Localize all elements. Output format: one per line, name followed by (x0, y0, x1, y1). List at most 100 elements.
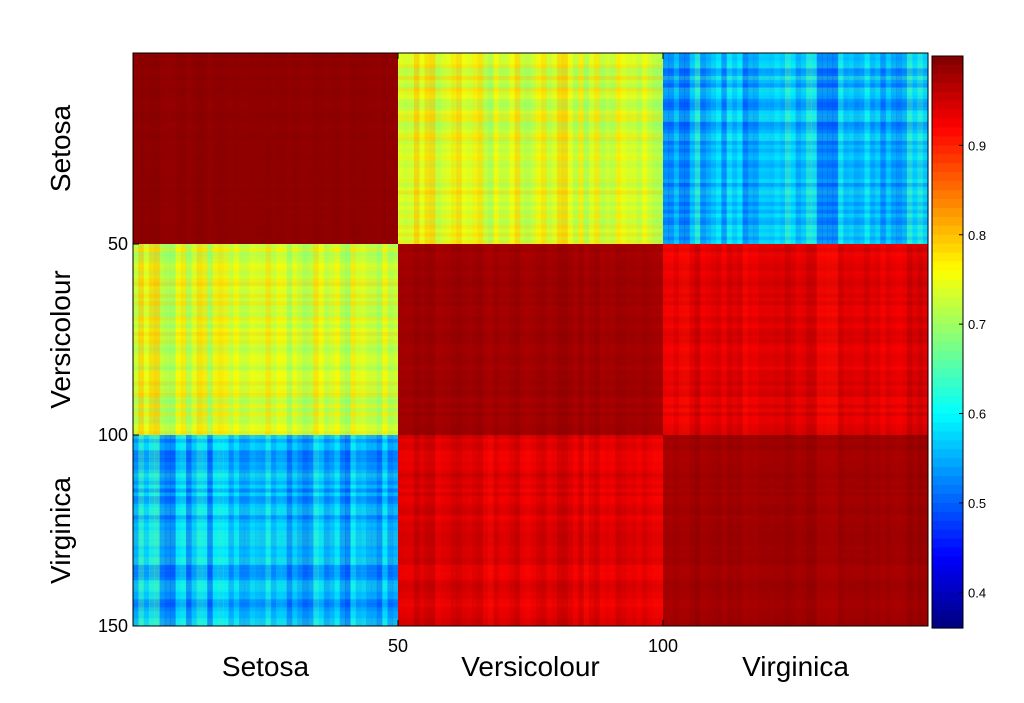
heatmap-row-stripe (398, 91, 664, 96)
colorbar-segment (932, 315, 963, 325)
heatmap-col-stripe (859, 244, 865, 436)
heatmap-col-stripe (180, 53, 187, 245)
heatmap-col-stripe (557, 244, 563, 436)
heatmap-row-stripe (398, 580, 664, 585)
heatmap-row-stripe (133, 335, 399, 340)
heatmap-row-stripe (398, 412, 664, 417)
heatmap-col-stripe (541, 244, 547, 436)
heatmap-col-stripe (588, 53, 595, 245)
heatmap-row-stripe (133, 263, 399, 268)
heatmap-row-stripe (663, 385, 929, 390)
heatmap-col-stripe (345, 244, 351, 436)
heatmap-col-stripe (154, 435, 160, 627)
heatmap-col-stripe (376, 435, 383, 627)
heatmap-col-stripe (345, 435, 351, 627)
colorbar-segment (932, 306, 963, 316)
heatmap-col-stripe (323, 53, 330, 245)
heatmap-row-stripe (133, 614, 399, 619)
heatmap-row-stripe (663, 297, 929, 302)
colorbar-segment (932, 261, 963, 272)
heatmap-row-stripe (133, 511, 399, 516)
heatmap-col-stripe (382, 244, 388, 436)
heatmap-row-stripe (398, 454, 664, 459)
heatmap-col-stripe (519, 244, 526, 436)
heatmap-col-stripe (535, 435, 542, 627)
heatmap-row-stripe (398, 526, 664, 531)
heatmap-row-stripe (133, 331, 399, 337)
heatmap-row-stripe (398, 354, 664, 360)
heatmap-row-stripe (133, 606, 399, 612)
heatmap-col-stripe (673, 435, 680, 627)
heatmap-col-stripe (731, 53, 738, 245)
heatmap-row-stripe (663, 572, 929, 577)
heatmap-row-stripe (398, 541, 664, 547)
heatmap-row-stripe (133, 419, 399, 425)
heatmap-row-stripe (133, 60, 399, 65)
heatmap-col-stripe (869, 244, 876, 436)
heatmap-col-stripe (456, 244, 463, 436)
heatmap-col-stripe (853, 244, 860, 436)
heatmap-col-stripe (816, 435, 823, 627)
heatmap-row-stripe (663, 270, 929, 276)
heatmap-col-stripe (466, 435, 473, 627)
heatmap-col-stripe (678, 53, 685, 245)
heatmap-col-stripe (519, 53, 526, 245)
heatmap-col-stripe (371, 244, 378, 436)
heatmap-row-stripe (133, 591, 399, 596)
heatmap-row-stripe (663, 182, 929, 188)
colorbar-segment (932, 458, 963, 468)
heatmap-col-stripe (588, 244, 595, 436)
heatmap-row-stripe (398, 427, 664, 432)
heatmap-col-stripe (514, 53, 521, 245)
heatmap-col-stripe (737, 53, 743, 245)
heatmap-row-stripe (133, 507, 399, 512)
heatmap-col-stripe (334, 53, 341, 245)
heatmap-row-stripe (398, 385, 664, 390)
colorbar-segment (932, 333, 963, 343)
heatmap-row-stripe (663, 198, 929, 203)
heatmap-row-stripe (133, 213, 399, 218)
heatmap-col-stripe (228, 53, 235, 245)
heatmap-row-stripe (133, 515, 399, 520)
heatmap-row-stripe (663, 564, 929, 570)
heatmap-row-stripe (398, 167, 664, 172)
heatmap-row-stripe (398, 144, 664, 149)
colorbar-segment (932, 109, 963, 120)
heatmap-row-stripe (398, 263, 664, 268)
heatmap-col-stripe (716, 244, 722, 436)
heatmap-row-stripe (133, 282, 399, 287)
colorbar-tick-label: 0.8 (968, 228, 986, 243)
heatmap-col-stripe (504, 244, 510, 436)
heatmap-row-stripe (133, 423, 399, 428)
heatmap-col-stripe (525, 244, 531, 436)
heatmap-col-stripe (864, 435, 871, 627)
heatmap-col-stripe (424, 435, 431, 627)
heatmap-col-stripe (382, 435, 388, 627)
heatmap-row-stripe (133, 102, 399, 107)
heatmap-col-stripe (519, 435, 526, 627)
heatmap-row-stripe (663, 79, 929, 85)
heatmap-col-stripe (848, 244, 855, 436)
heatmap-col-stripe (254, 53, 261, 245)
heatmap-col-stripe (461, 435, 468, 627)
heatmap-block-versicolour-setosa (133, 244, 399, 436)
heatmap-col-stripe (610, 53, 616, 245)
heatmap-col-stripe (594, 435, 600, 627)
heatmap-col-stripe (164, 53, 171, 245)
heatmap-row-stripe (663, 618, 929, 623)
heatmap-col-stripe (276, 244, 282, 436)
heatmap-row-stripe (398, 522, 664, 528)
heatmap-col-stripe (419, 53, 425, 245)
heatmap-row-stripe (133, 435, 399, 440)
heatmap-row-stripe (398, 83, 664, 88)
heatmap-col-stripe (223, 435, 229, 627)
heatmap-col-stripe (875, 53, 881, 245)
heatmap-row-stripe (398, 343, 664, 348)
heatmap-row-stripe (663, 308, 929, 314)
heatmap-row-stripe (663, 358, 929, 363)
heatmap-block-setosa-virginica (663, 53, 929, 245)
heatmap-row-stripe (398, 95, 664, 100)
heatmap-col-stripe (535, 53, 542, 245)
heatmap-row-stripe (398, 610, 664, 616)
